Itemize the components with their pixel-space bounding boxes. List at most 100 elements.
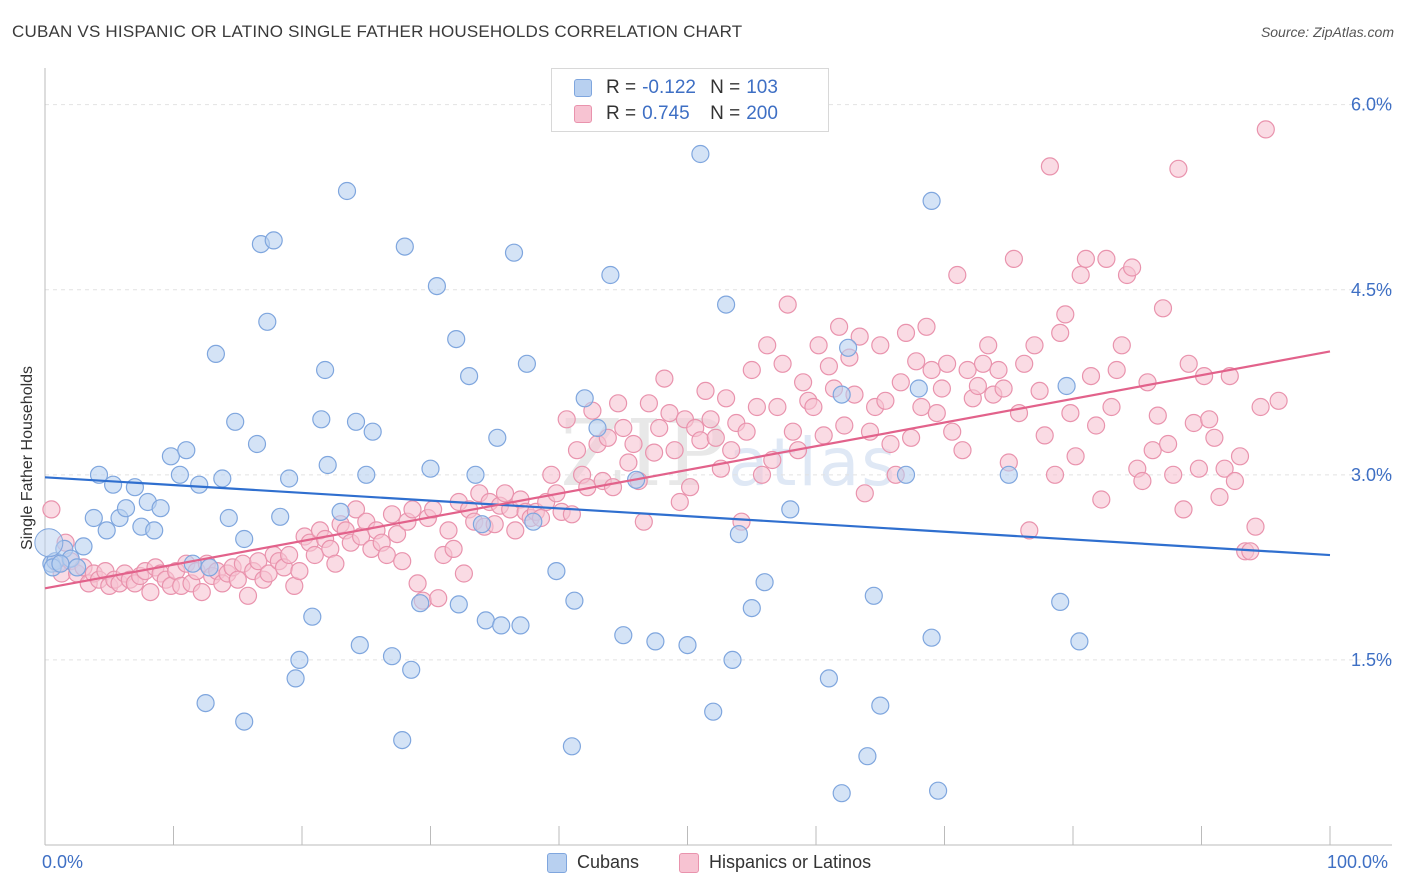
r-value: 0.745 — [642, 103, 690, 124]
cubans-point — [928, 781, 948, 800]
cubans-point — [646, 632, 665, 651]
hispanics-point — [1138, 373, 1157, 392]
n-value: 200 — [746, 103, 778, 124]
hispanics-point — [603, 478, 623, 497]
cubans-point — [316, 360, 335, 380]
hispanics-point — [912, 397, 931, 417]
cubans-point — [488, 428, 507, 447]
hispanics-point — [542, 465, 561, 484]
n-label: N = — [710, 77, 741, 98]
hispanics-point — [758, 336, 777, 355]
y-tick-label: 1.5% — [1351, 650, 1392, 670]
cubans-point — [476, 611, 495, 630]
cubans-point — [838, 338, 858, 357]
hispanics-point — [804, 397, 823, 417]
cubans-point — [896, 465, 916, 484]
cubans-swatch — [547, 852, 567, 873]
cubans-point — [1051, 592, 1070, 612]
hispanics-point — [994, 379, 1013, 398]
hispanics-point — [1061, 404, 1080, 423]
hispanics-point — [1025, 336, 1044, 355]
y-tick-labels: 1.5% 3.0% 4.5% 6.0% — [1351, 95, 1392, 670]
hispanics-point — [454, 564, 473, 583]
cubans-point — [691, 144, 710, 164]
legend-label-hispanics: Hispanics or Latinos — [709, 852, 872, 872]
cubans-point — [247, 434, 267, 454]
hispanics-point — [701, 410, 720, 429]
cubans-point — [524, 512, 543, 531]
hispanics-point — [608, 394, 628, 413]
hispanics-point — [819, 357, 839, 376]
y-tick-label: 3.0% — [1351, 465, 1392, 485]
hispanics-point — [228, 570, 247, 589]
hispanics-point — [742, 360, 761, 380]
cubans-point — [318, 455, 337, 475]
hispanics-point — [722, 441, 741, 460]
hispanics-point — [1220, 367, 1239, 386]
hispanics-point — [907, 352, 926, 371]
hispanics-point — [1153, 299, 1173, 318]
hispanics-point — [1189, 459, 1209, 478]
legend-item-hispanics[interactable]: Hispanics or Latinos — [679, 852, 871, 873]
hispanics-point — [1097, 249, 1116, 268]
hispanics-point — [1200, 410, 1219, 429]
cubans-point — [1070, 632, 1089, 651]
legend-row-cubans: R = -0.122 N = 103 — [574, 75, 778, 101]
cubans-point — [161, 447, 180, 466]
hispanics-point — [557, 410, 576, 429]
hispanics-point — [1086, 416, 1106, 435]
cubans-point — [264, 231, 283, 250]
hispanics-point — [922, 360, 941, 380]
hispanics-point — [1174, 500, 1193, 519]
cubans-point — [34, 528, 64, 558]
cubans-point — [819, 669, 839, 688]
cubans-point — [472, 515, 491, 534]
cubans-point — [601, 265, 620, 285]
cubans-point — [290, 650, 309, 670]
hispanics-point — [259, 564, 278, 583]
hispanics-point — [634, 512, 653, 531]
cubans-point — [357, 465, 376, 484]
cubans-point — [922, 628, 941, 647]
cubans-point — [864, 586, 883, 605]
hispanics-point — [238, 586, 258, 605]
hispanics-point — [932, 379, 952, 398]
cubans-point — [97, 521, 116, 540]
hispanics-point — [1133, 471, 1152, 491]
legend-item-cubans[interactable]: Cubans — [547, 852, 639, 873]
cubans-point — [67, 558, 87, 577]
cubans-point — [575, 389, 594, 408]
hispanics-swatch — [679, 852, 699, 873]
hispanics-point — [1215, 459, 1234, 478]
hispanics-point — [1035, 426, 1054, 445]
cubans-point — [614, 626, 633, 645]
hispanics-point — [706, 428, 725, 447]
hispanics-point — [1251, 397, 1270, 417]
cubans-point — [177, 441, 196, 460]
cubans-point — [393, 730, 412, 750]
hispanics-point — [1102, 397, 1121, 417]
cubans-point — [517, 354, 537, 373]
cubans-point — [427, 277, 446, 296]
cubans-point — [466, 465, 485, 484]
cubans-point — [331, 502, 350, 521]
hispanics-point — [660, 404, 679, 423]
hispanics-point — [881, 434, 900, 454]
hispanics-point — [1040, 157, 1060, 176]
hispanics-point — [943, 422, 962, 441]
hispanics-point — [927, 404, 946, 423]
hispanics-point — [249, 552, 268, 571]
cubans-point — [492, 616, 511, 635]
cubans-point — [447, 330, 466, 349]
n-value: 103 — [746, 77, 778, 98]
cubans-point — [781, 500, 800, 519]
cubans-point — [196, 693, 215, 713]
cubans-point — [280, 469, 299, 488]
cubans-point — [363, 422, 382, 441]
cubans-point — [678, 635, 697, 655]
cubans-point — [206, 344, 225, 363]
cubans-point — [1057, 376, 1076, 396]
hispanics-point — [624, 434, 643, 454]
hispanics-point — [1179, 354, 1198, 373]
